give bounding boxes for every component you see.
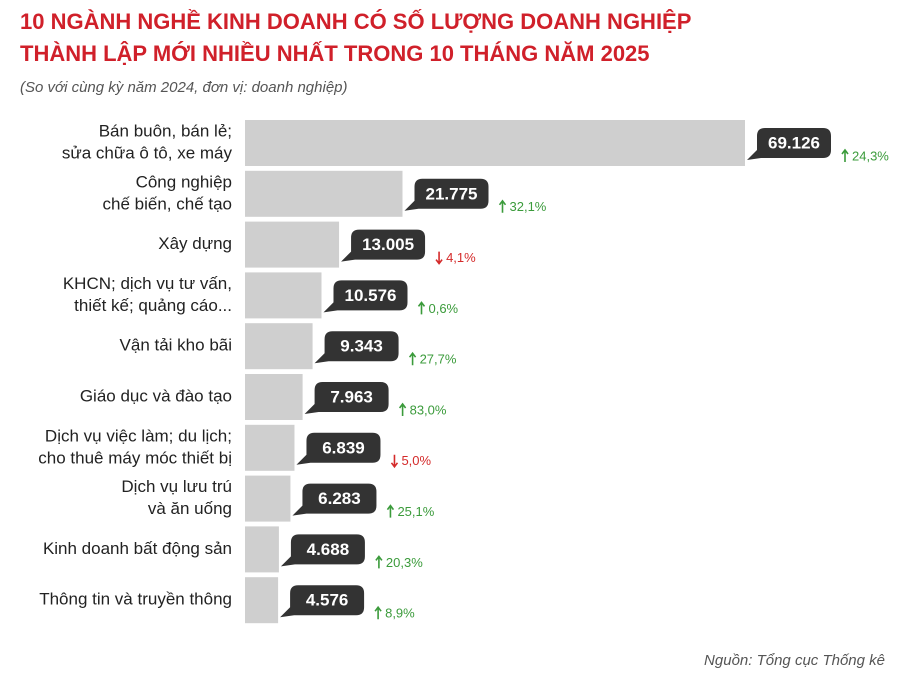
change-label: 24,3%: [852, 148, 889, 163]
category-label: và ăn uống: [148, 499, 232, 518]
bar: [245, 374, 303, 420]
change-arrow: [408, 351, 417, 366]
chart-subtitle: (So với cùng kỳ năm 2024, đơn vị: doanh …: [20, 79, 348, 96]
category-label: chế biến, chế tạo: [103, 194, 232, 213]
bar: [245, 221, 340, 268]
value-label: 69.126: [768, 133, 820, 152]
category-label: Dịch vụ việc làm; du lịch;: [45, 426, 232, 445]
change-arrow: [375, 555, 383, 569]
category-label: Xây dựng: [158, 234, 232, 253]
change-label: 8,9%: [385, 606, 415, 621]
change-arrow: [386, 504, 395, 518]
category-label: Vận tải kho bãi: [120, 336, 232, 355]
value-label: 4.576: [306, 591, 349, 610]
category-label: Bán buôn, bán lẻ;: [99, 121, 232, 140]
change-label: 83,0%: [410, 402, 447, 417]
change-arrow: [841, 148, 849, 162]
change-arrow: [417, 301, 426, 315]
change-label: 27,7%: [420, 352, 457, 367]
value-bubble: [747, 128, 831, 160]
category-label: sửa chữa ô tô, xe máy: [62, 143, 233, 162]
bar: [245, 170, 403, 217]
value-label: 4.688: [307, 540, 350, 559]
value-label: 9.343: [340, 337, 383, 356]
change-arrow: [498, 199, 507, 213]
value-bubble: [341, 229, 426, 262]
change-arrow: [390, 454, 399, 469]
category-label: Dịch vụ lưu trú: [121, 477, 232, 496]
category-label: Kinh doanh bất động sản: [43, 539, 232, 558]
value-bubble: [304, 382, 389, 414]
bar: [245, 323, 313, 370]
bar: [245, 272, 322, 319]
category-label: Thông tin và truyền thông: [39, 590, 232, 609]
change-label: 5,0%: [401, 453, 431, 468]
value-bubble: [404, 178, 489, 211]
value-bubble: [323, 280, 408, 313]
category-label: Công nghiệp: [136, 172, 232, 191]
chart-title: THÀNH LẬP MỚI NHIỀU NHẤT TRONG 10 THÁNG …: [20, 41, 650, 66]
change-label: 0,6%: [428, 301, 458, 316]
value-label: 6.839: [322, 438, 365, 457]
value-label: 10.576: [344, 286, 396, 305]
value-bubble: [296, 432, 381, 465]
change-label: 32,1%: [510, 199, 547, 214]
change-arrow: [398, 402, 407, 416]
category-label: thiết kế; quảng cáo...: [74, 296, 232, 315]
bar: [245, 577, 279, 624]
category-label: KHCN; dịch vụ tư vấn,: [63, 274, 232, 293]
change-arrow: [374, 605, 382, 620]
value-label: 13.005: [362, 235, 414, 254]
chart-title: 10 NGÀNH NGHỀ KINH DOANH CÓ SỐ LƯỢNG DOA…: [20, 8, 691, 34]
category-label: Giáo dục và đào tạo: [80, 386, 232, 405]
change-label: 4,1%: [446, 250, 476, 265]
bar: [245, 424, 295, 471]
category-label: cho thuê máy móc thiết bị: [38, 448, 232, 467]
value-label: 7.963: [330, 387, 373, 406]
bar: [245, 120, 745, 166]
value-bubble: [280, 534, 365, 567]
bar: [245, 475, 291, 522]
change-label: 25,1%: [397, 504, 434, 519]
value-label: 6.283: [318, 489, 361, 508]
value-bubble: [292, 483, 377, 516]
change-arrow: [435, 251, 443, 265]
source: Nguồn: Tổng cục Thống kê: [704, 652, 885, 669]
value-bubble: [280, 585, 365, 618]
value-label: 21.775: [426, 184, 478, 203]
bar: [245, 526, 279, 573]
value-bubble: [314, 331, 399, 364]
change-label: 20,3%: [386, 555, 423, 570]
